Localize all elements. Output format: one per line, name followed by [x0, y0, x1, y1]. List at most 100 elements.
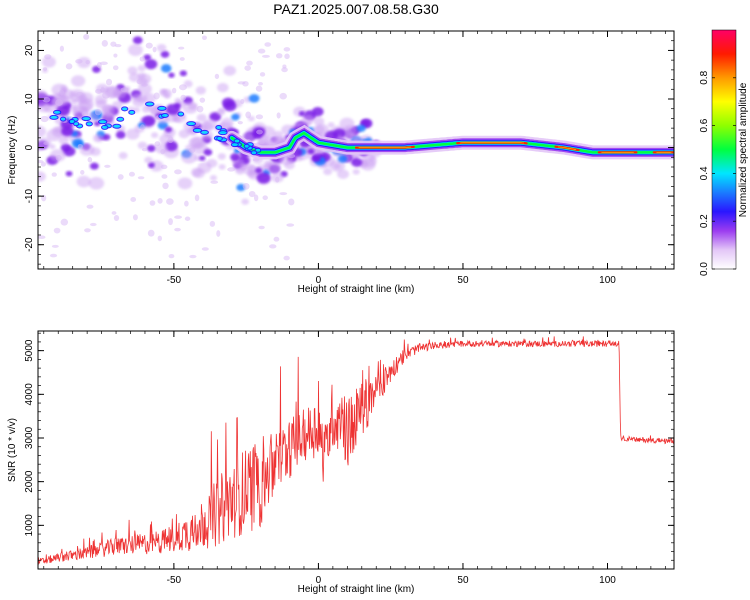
- spectrogram-blob: [92, 133, 105, 143]
- spectrogram-blob: [203, 148, 213, 156]
- spectrogram-blob: [41, 56, 56, 68]
- spectrogram-speck: [94, 108, 102, 116]
- snr-x-tick-label: 50: [457, 575, 469, 586]
- spectrogram-blob: [133, 107, 141, 113]
- spectrogram-blob: [144, 59, 158, 70]
- spectrogram-speck: [194, 194, 200, 202]
- spectrogram-speck: [242, 80, 249, 87]
- spectrogram-speck: [255, 114, 264, 120]
- spectrogram-ridge-spot: [177, 111, 185, 117]
- colorbar-label: Normalized spectral amplitude: [738, 82, 749, 217]
- spectrogram-blob: [101, 104, 113, 114]
- spectrogram-speck: [40, 115, 49, 123]
- spectrogram-speck: [174, 227, 181, 232]
- spectrogram-speck: [38, 160, 44, 164]
- spectrogram-speck: [149, 200, 156, 206]
- spectrogram-blob: [206, 158, 218, 168]
- spectrogram-blob: [65, 170, 73, 177]
- spectrogram-x-tick-label: 0: [316, 275, 322, 286]
- spectrogram-speck: [113, 53, 118, 58]
- spectrogram-blob: [150, 132, 159, 139]
- spectrogram-speck: [160, 164, 168, 170]
- spectrogram-blob: [137, 141, 148, 150]
- spectrogram-speck: [161, 174, 168, 179]
- spectrogram-blob: [125, 128, 140, 140]
- spectrogram-speck: [237, 121, 243, 125]
- spectrogram-blob: [168, 72, 175, 78]
- spectrogram-speck: [269, 244, 277, 249]
- spectrogram-blob: [179, 70, 187, 77]
- spectrogram-speck: [262, 195, 268, 201]
- spectrogram-ridge-spot: [192, 127, 203, 133]
- spectrogram-blob: [369, 156, 376, 162]
- spectrogram-speck: [258, 140, 265, 145]
- spectrogram-ridge-spot: [121, 106, 129, 112]
- snr-y-tick-label: 1000: [24, 514, 35, 537]
- spectrogram-blob: [128, 44, 143, 56]
- colorbar: 0.0 0.2 0.4 0.6 0.8 Normalized spectral ampl…: [699, 29, 749, 276]
- spectrogram-blob: [177, 177, 193, 190]
- spectrogram-blob: [159, 89, 169, 97]
- snr-y-tick-label: 3000: [24, 426, 35, 449]
- spectrogram-ridge-spot: [144, 101, 155, 107]
- spectrogram-blob: [216, 82, 229, 93]
- spectrogram-speck: [255, 85, 263, 92]
- spectrogram-ridge-spot: [49, 114, 59, 120]
- spectrogram-blob: [132, 36, 143, 45]
- spectrogram-speck: [157, 198, 163, 204]
- spectrogram-blob: [195, 86, 207, 95]
- spectrogram-speck: [51, 172, 57, 177]
- spectrogram-speck: [240, 99, 245, 105]
- spectrogram-y-tick-label: -10: [24, 188, 35, 203]
- spectrogram-speck: [153, 92, 160, 100]
- spectrogram-y-label: Frequency (Hz): [7, 116, 18, 185]
- spectrogram-speck: [59, 89, 65, 96]
- spectrogram-speck: [42, 96, 51, 103]
- spectrogram-blob: [88, 177, 105, 190]
- spectrogram-speck: [104, 164, 111, 168]
- spectrogram-speck: [77, 143, 83, 149]
- spectrogram-speck: [288, 198, 295, 206]
- spectrogram-blob: [255, 167, 263, 174]
- colorbar-gradient: [711, 29, 737, 270]
- spectrogram-blob: [247, 165, 257, 173]
- spectrogram-blob: [58, 136, 69, 145]
- colorbar-tick-label: 0.4: [699, 166, 710, 180]
- spectrogram-blob: [307, 148, 315, 155]
- spectrogram-speck: [189, 254, 197, 259]
- colorbar-tick-label: 0.8: [699, 70, 710, 84]
- spectrogram-blob: [311, 154, 321, 163]
- spectrogram-speck: [258, 225, 265, 230]
- spectrogram-speck: [112, 65, 119, 71]
- spectrogram-blob: [218, 164, 226, 170]
- spectrogram-speck: [275, 176, 280, 183]
- spectrogram-speck: [264, 42, 272, 47]
- spectrogram-speck: [160, 149, 166, 155]
- spectrogram-blob: [231, 113, 240, 121]
- spectrogram-blob: [137, 83, 152, 95]
- spectrogram-blob: [217, 153, 226, 160]
- spectrogram-speck: [87, 157, 93, 163]
- spectrogram-ridge-spot: [157, 105, 167, 111]
- spectrogram-blob: [360, 154, 377, 168]
- spectrogram-speck: [110, 41, 117, 47]
- spectrogram-x-tick-label: 100: [599, 275, 616, 286]
- spectrogram-speck: [283, 255, 290, 261]
- spectrogram-speck: [141, 83, 148, 87]
- spectrogram-speck: [262, 54, 270, 58]
- spectrogram-blob: [141, 115, 156, 127]
- spectrogram-speck: [140, 124, 145, 131]
- spectrogram-speck: [53, 227, 61, 234]
- spectrogram-y-tick-label: 20: [24, 44, 35, 56]
- spectrogram-ridge-spot: [186, 121, 197, 127]
- snr-frame: [37, 330, 675, 570]
- spectrogram-speck: [44, 54, 52, 60]
- snr-panel: -50 0 50 100 1000 2000 3000 4000 5000 Height of …: [7, 330, 675, 595]
- spectrogram-blob: [111, 100, 123, 110]
- spectrogram-speck: [179, 57, 185, 61]
- spectrogram-blob: [62, 146, 76, 157]
- spectrogram-blob: [105, 112, 112, 118]
- spectrogram-ticks: -50 0 50 100 -20 -10 0 10 20: [24, 30, 674, 286]
- spectrogram-speck: [65, 63, 73, 70]
- spectrogram-speck: [248, 191, 256, 198]
